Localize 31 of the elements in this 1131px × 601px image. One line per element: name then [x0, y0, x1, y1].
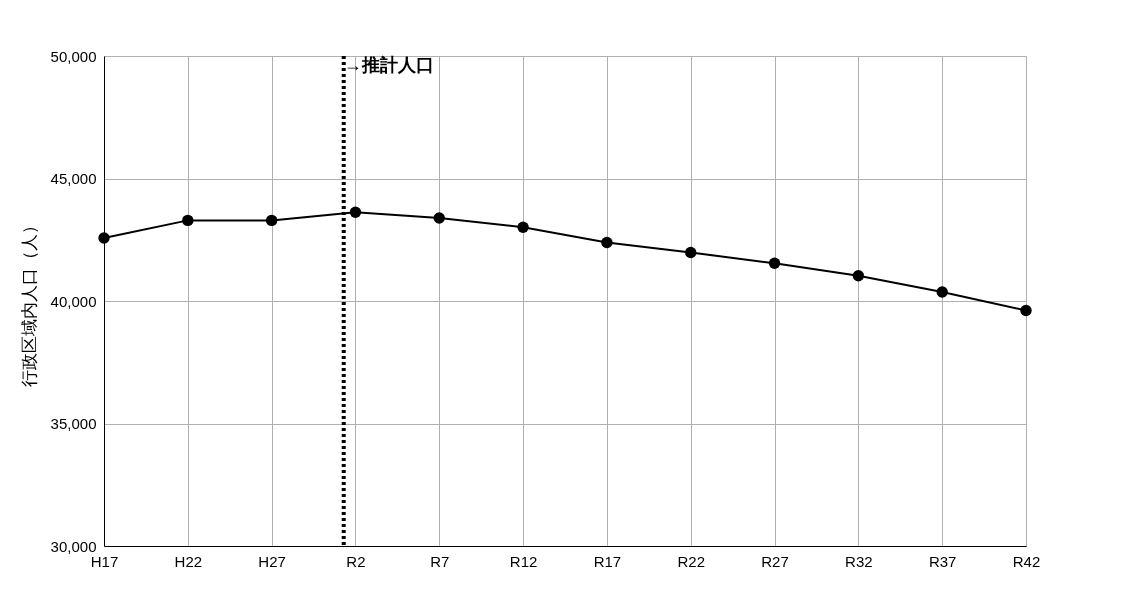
point: [433, 212, 445, 224]
point: [852, 270, 865, 282]
point: [98, 232, 110, 244]
y-tick-label: 45,000: [50, 170, 97, 187]
y-tick-label: 35,000: [50, 415, 97, 432]
y-tick-label: 30,000: [50, 537, 97, 555]
x-tick-label: R22: [677, 552, 705, 570]
x-tick-label: R27: [761, 552, 789, 570]
x-tick-label: H22: [174, 552, 203, 570]
point: [1020, 304, 1032, 317]
y-tick-label: 40,000: [50, 292, 97, 310]
ref-line-label: →推計人口: [343, 55, 434, 75]
x-tick-label: R42: [1012, 552, 1041, 570]
x-tick-label: R2: [346, 552, 366, 570]
y-tick-label: 50,000: [50, 47, 97, 65]
x-tick-label: R12: [509, 552, 538, 570]
point: [349, 206, 362, 218]
y-axis-title: 行政区域内人口（人）: [19, 216, 39, 387]
x-tick-label: R32: [845, 552, 873, 570]
point: [685, 246, 697, 259]
point: [936, 286, 948, 298]
point: [265, 214, 278, 227]
point: [768, 257, 781, 269]
x-tick-label: R37: [928, 552, 957, 570]
point: [517, 221, 529, 233]
x-tick-label: R17: [593, 552, 622, 570]
point: [601, 236, 613, 249]
x-tick-label: R7: [430, 552, 450, 570]
x-tick-label: H17: [90, 552, 119, 570]
point: [182, 214, 194, 227]
x-tick-label: H27: [258, 552, 286, 570]
